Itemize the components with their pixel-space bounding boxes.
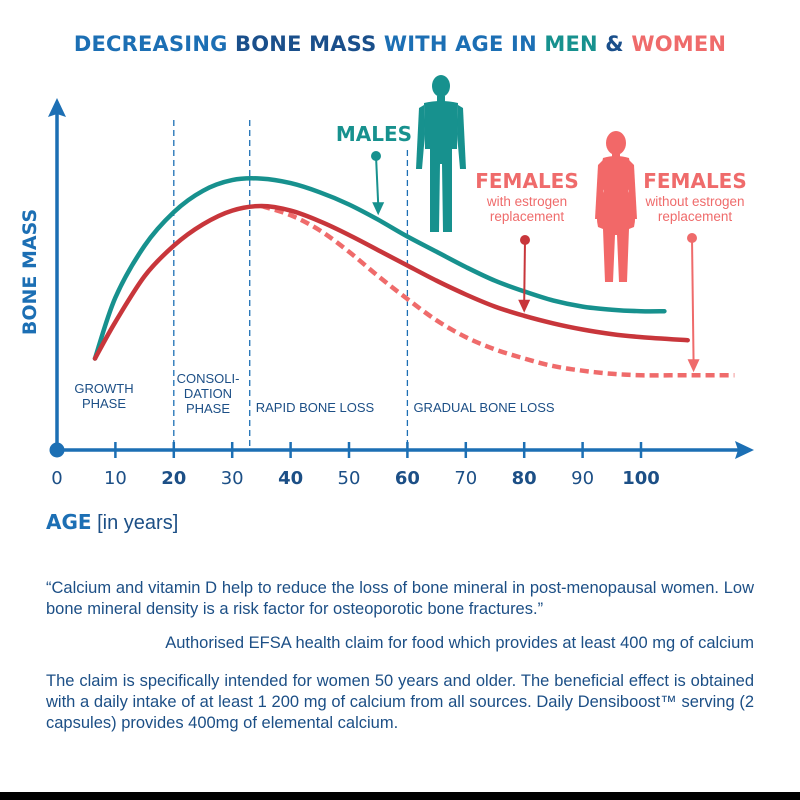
- series-group: [92, 176, 735, 378]
- annotation-males-pointer: [375, 155, 380, 205]
- male-figure-icon: [416, 75, 466, 232]
- x-tick-label: 40: [278, 468, 303, 489]
- female-figure-icon: [595, 131, 637, 282]
- annotation-females-without-estrogen-label: FEMALES: [643, 169, 747, 193]
- efsa-claim-note: Authorised EFSA health claim for food wh…: [165, 634, 754, 652]
- x-tick-label: 10: [104, 468, 127, 489]
- phase-label: DATION: [184, 386, 232, 401]
- figure-group: [416, 75, 637, 282]
- x-axis-label: AGE [in years]: [46, 510, 178, 534]
- phase-label: GROWTH: [74, 381, 133, 396]
- title-part-5: &: [597, 32, 632, 56]
- axes-group: BONE MASS AGE [in years]: [19, 98, 754, 534]
- x-axis-label-unit: [in years]: [92, 512, 179, 534]
- title-part-2: BONE MASS: [235, 32, 377, 56]
- phase-label: CONSOLI-: [177, 371, 240, 386]
- y-axis-label: BONE MASS: [19, 209, 41, 335]
- x-tick-label: 60: [395, 468, 420, 489]
- annotation-females-with-estrogen-arrowhead-icon: [518, 299, 531, 313]
- y-axis-arrow-icon: [48, 98, 66, 117]
- series-line-females-with-estrogen: [92, 203, 690, 361]
- annotation-males-arrowhead-icon: [372, 202, 385, 216]
- x-tick-label: 30: [221, 468, 244, 489]
- phase-label: PHASE: [82, 396, 126, 411]
- annotation-males-label: MALES: [336, 122, 412, 146]
- x-tick-label: 100: [622, 468, 660, 489]
- footer-text: “Calcium and vitamin D help to reduce th…: [46, 578, 754, 734]
- title-part-men: MEN: [544, 32, 598, 56]
- title-part-1: DECREASING: [73, 32, 236, 56]
- health-claim-quote: “Calcium and vitamin D help to reduce th…: [46, 579, 754, 618]
- x-tick-label: 20: [161, 468, 186, 489]
- phase-label: PHASE: [186, 401, 230, 416]
- annotation-females-without-estrogen-subtitle: without estrogen: [644, 194, 744, 209]
- x-tick-label: 90: [571, 468, 594, 489]
- annotation-females-without-estrogen-arrowhead-icon: [687, 359, 700, 373]
- axis-origin-dot: [49, 442, 65, 458]
- phase-divider-group: [173, 120, 409, 446]
- x-tick-label: 80: [512, 468, 537, 489]
- x-tick-label: 0: [51, 468, 62, 489]
- series-line-males: [92, 176, 667, 361]
- x-tick-label: 70: [454, 468, 477, 489]
- title-part-3: WITH AGE IN: [376, 32, 545, 56]
- annotation-females-with-estrogen-label: FEMALES: [475, 169, 579, 193]
- chart-title: DECREASING BONE MASS WITH AGE IN MEN & W…: [0, 32, 800, 56]
- phase-label: RAPID BONE LOSS: [256, 400, 375, 415]
- x-axis-label-main: AGE: [46, 510, 92, 534]
- annotation-females-with-estrogen-subtitle: replacement: [490, 209, 565, 224]
- annotation-females-without-estrogen-subtitle: replacement: [658, 209, 733, 224]
- annotation-females-with-estrogen-subtitle: with estrogen: [486, 194, 567, 209]
- x-tick-group: 0 10 20 30 40 50 60 70 80 90 100: [51, 442, 660, 489]
- bottom-bar: [0, 792, 800, 800]
- annotation-females-with-estrogen-pointer: [523, 239, 526, 302]
- x-axis-arrow-icon: [735, 441, 754, 459]
- phase-label: GRADUAL BONE LOSS: [413, 400, 554, 415]
- title-part-women: WOMEN: [631, 32, 727, 56]
- claim-description: The claim is specifically intended for w…: [46, 672, 754, 732]
- series-line-females-without-estrogen: [260, 203, 735, 378]
- annotation-females-without-estrogen-pointer: [691, 237, 695, 362]
- x-tick-label: 50: [338, 468, 361, 489]
